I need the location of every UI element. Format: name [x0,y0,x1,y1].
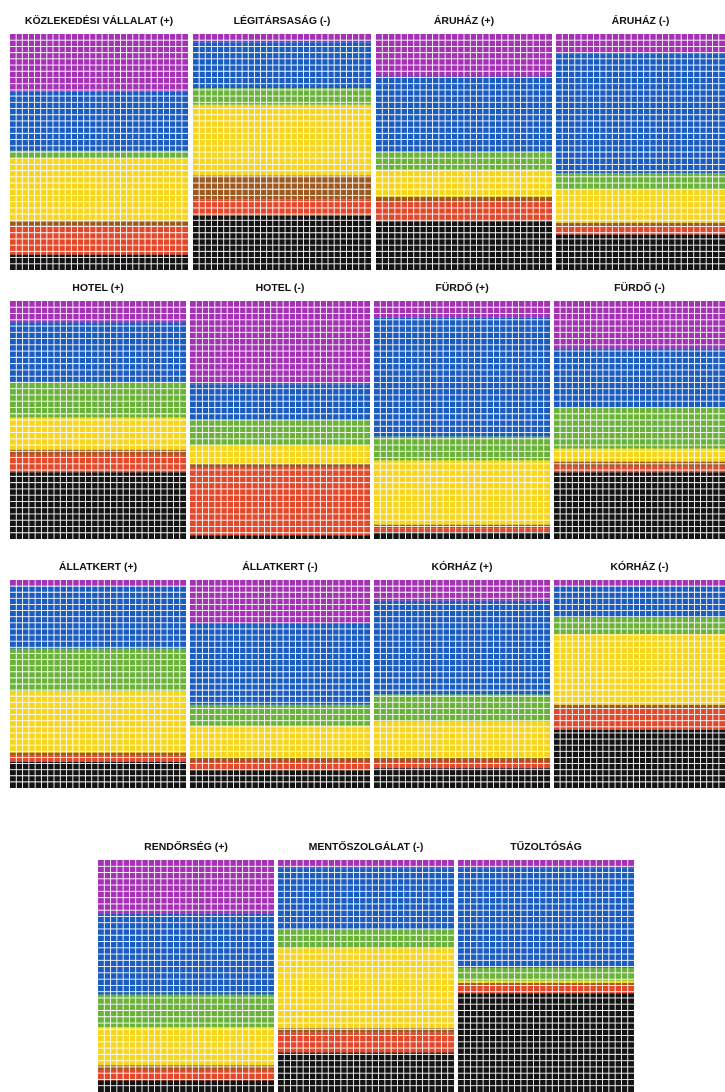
panel-title: KÓRHÁZ (+) [432,560,493,573]
waffle-panel: TŰZOLTÓSÁG [458,840,634,1092]
waffle-grid-lines [193,34,371,270]
waffle-panel: MENTŐSZOLGÁLAT (-) [278,840,454,1092]
panel-title: FÜRDŐ (+) [435,281,488,294]
panel-title: ÁRUHÁZ (+) [434,14,494,27]
panel-title: MENTŐSZOLGÁLAT (-) [309,840,424,853]
blue-band [190,622,370,705]
waffle-panel: LÉGITÁRSASÁG (-) [193,14,371,270]
blue-band [190,384,370,420]
green-band [190,704,370,726]
panel-title: RENDŐRSÉG (+) [144,840,228,853]
yellow-band [190,725,370,758]
waffle-panel: ÁLLATKERT (-) [190,560,370,788]
panel-title: TŰZOLTÓSÁG [510,840,582,853]
yellow-band [190,444,370,465]
panel-title: HOTEL (-) [256,282,305,294]
black-band [190,770,370,788]
blue-band [556,54,725,174]
green-band [556,173,725,190]
waffle-grid-lines [190,301,370,539]
red-band [556,227,725,235]
black-band [193,215,371,270]
brown-band [190,464,370,468]
purple-band [190,301,370,385]
waffle-panel: FÜRDŐ (+) [374,281,550,539]
waffle-grid-lines [10,34,188,270]
panel-title: KÖZLEKEDÉSI VÁLLALAT (+) [25,14,173,27]
waffle-panel: HOTEL (+) [10,282,186,539]
waffle-grid-lines [376,34,552,270]
red-band [10,225,188,255]
waffle-grid-lines [98,860,274,1092]
waffle-panel: KÖZLEKEDÉSI VÁLLALAT (+) [10,14,188,270]
waffle-panel: HOTEL (-) [190,282,370,539]
waffle-panel: ÁLLATKERT (+) [10,560,186,788]
panel-title: ÁRUHÁZ (-) [612,14,670,27]
waffle-grid-lines [10,580,186,788]
brown-band [193,175,371,200]
panel-title: KÓRHÁZ (-) [610,560,668,573]
purple-band [190,580,370,623]
waffle-panel: FÜRDŐ (-) [554,281,725,539]
waffle-grid-lines [374,580,550,788]
red-band [190,762,370,771]
yellow-band [10,157,188,222]
waffle-panel: RENDŐRSÉG (+) [98,840,274,1092]
waffle-grid-lines [374,301,550,539]
brown-band [10,221,188,226]
panel-title: LÉGITÁRSASÁG (-) [234,14,331,27]
waffle-grid-lines [10,301,186,539]
waffle-panel: ÁRUHÁZ (+) [376,14,552,270]
waffle-grid-lines [458,860,634,1092]
waffle-grid-lines [278,860,454,1092]
panel-title: ÁLLATKERT (-) [242,560,318,573]
panel-title: HOTEL (+) [72,282,123,294]
waffle-grid-lines [554,301,725,539]
waffle-grid-lines [190,580,370,788]
yellow-band [193,104,371,176]
black-band [10,254,188,270]
panel-title: FÜRDŐ (-) [614,281,665,294]
purple-band [193,34,371,43]
waffle-panel: KÓRHÁZ (+) [374,560,550,788]
brown-band [190,757,370,762]
brown-band [556,222,725,228]
green-band [10,150,188,158]
waffle-grid-lines [556,34,725,270]
waffle-panel: ÁRUHÁZ (-) [556,14,725,270]
waffle-grid-lines [554,580,725,788]
waffle-panel: KÓRHÁZ (-) [554,560,725,788]
panel-title: ÁLLATKERT (+) [59,560,137,573]
purple-band [10,34,188,92]
black-band [190,535,370,539]
purple-band [556,34,725,55]
